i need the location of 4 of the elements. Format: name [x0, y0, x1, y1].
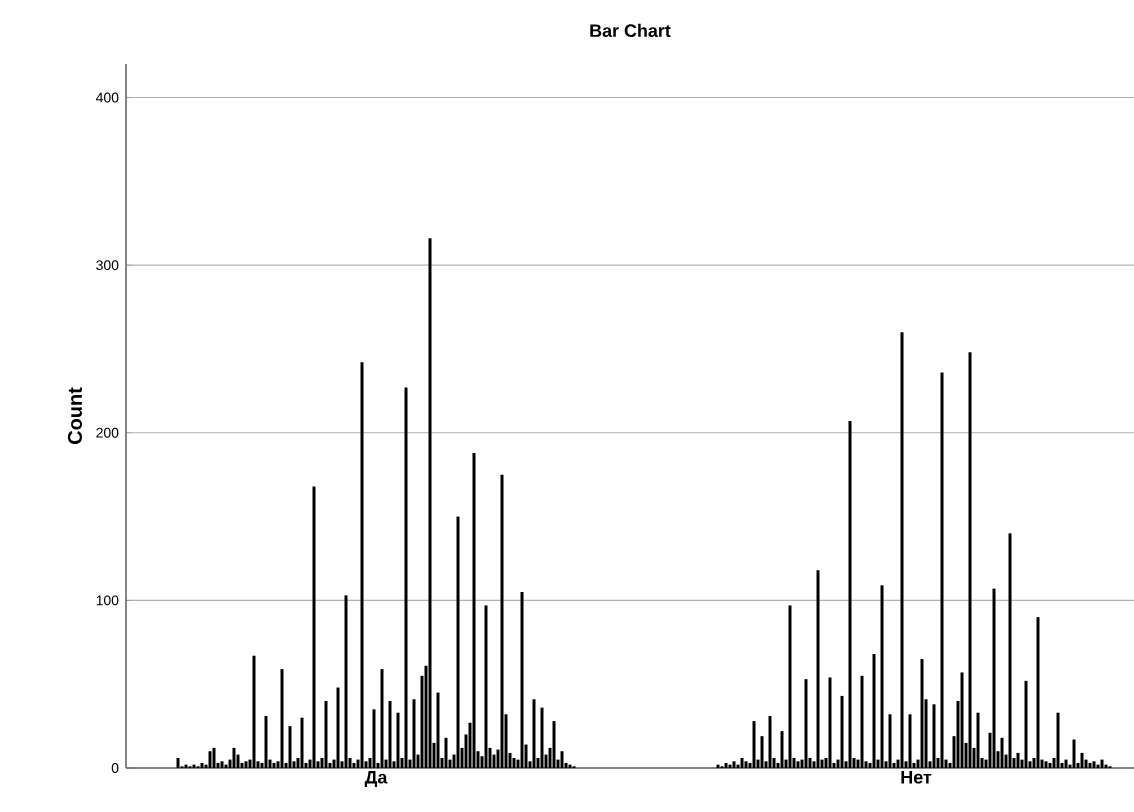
- x-tick-label: Нет: [901, 771, 932, 784]
- chart-title: Bar Chart: [590, 23, 671, 38]
- x-tick-label: Да: [364, 771, 388, 787]
- y-axis-title: Count: [67, 387, 82, 444]
